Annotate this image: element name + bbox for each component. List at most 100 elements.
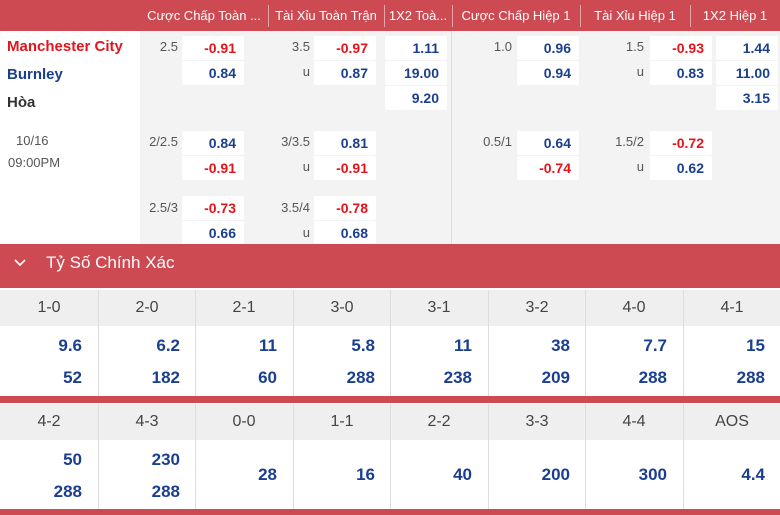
score-odds[interactable]: 288 — [638, 368, 667, 387]
odds-cell[interactable]: 0.62 — [650, 156, 712, 180]
grid-divider — [195, 290, 196, 396]
odds-cell[interactable]: -0.73 — [182, 196, 244, 220]
under-label: u — [302, 225, 310, 240]
odds-cell[interactable]: -0.91 — [314, 156, 376, 180]
grid-divider — [488, 404, 489, 510]
col-header-handicap-h1[interactable]: Cược Chấp Hiệp 1 — [461, 8, 571, 23]
score-odds[interactable]: 7.7 — [643, 336, 667, 355]
odds-cell[interactable]: 0.96 — [517, 36, 579, 60]
score-odds[interactable]: 15 — [746, 336, 765, 355]
score-odds[interactable]: 288 — [53, 482, 82, 501]
score-label: 4-2 — [37, 413, 61, 430]
bottom-bar — [0, 509, 780, 515]
odds-cell[interactable]: 1.11 — [385, 36, 447, 60]
match-date: 10/16 — [16, 133, 49, 148]
score-odds[interactable]: 230 — [151, 450, 180, 469]
odds-cell[interactable]: 0.84 — [182, 61, 244, 85]
col-header-ou-ft[interactable]: Tài Xỉu Toàn Trận — [275, 8, 377, 23]
col-header-handicap-ft[interactable]: Cược Chấp Toàn ... — [147, 8, 261, 23]
odds-cell[interactable]: -0.97 — [314, 36, 376, 60]
grid-divider — [293, 290, 294, 396]
handicap-line: 0.5/1 — [483, 134, 512, 149]
score-odds[interactable]: 182 — [151, 368, 180, 387]
odds-cell[interactable]: 0.68 — [314, 221, 376, 245]
score-label: 2-2 — [427, 413, 451, 430]
under-label: u — [302, 159, 310, 174]
grid-divider — [293, 404, 294, 510]
chevron-down-icon[interactable] — [12, 254, 28, 275]
odds-cell[interactable]: 0.83 — [650, 61, 712, 85]
odds-cell[interactable]: 0.94 — [517, 61, 579, 85]
header-divider — [384, 5, 385, 27]
home-team-name: Manchester City — [7, 38, 123, 55]
col-header-ou-h1[interactable]: Tài Xỉu Hiệp 1 — [594, 8, 676, 23]
col-header-1x2-h1[interactable]: 1X2 Hiệp 1 — [702, 8, 768, 23]
odds-cell[interactable]: -0.93 — [650, 36, 712, 60]
score-label: 2-0 — [135, 299, 159, 316]
odds-cell[interactable]: -0.91 — [182, 156, 244, 180]
score-label: 3-3 — [525, 413, 549, 430]
odds-cell[interactable]: 9.20 — [385, 86, 447, 110]
under-label: u — [636, 159, 644, 174]
grid-divider — [585, 290, 586, 396]
odds-cell[interactable]: 3.15 — [716, 86, 778, 110]
score-odds[interactable]: 9.6 — [58, 336, 82, 355]
odds-cell[interactable]: 0.81 — [314, 131, 376, 155]
odds-cell[interactable]: -0.78 — [314, 196, 376, 220]
grid-divider — [195, 404, 196, 510]
score-label: 1-1 — [330, 413, 354, 430]
score-odds[interactable]: 52 — [63, 368, 82, 387]
odds-cell[interactable]: -0.72 — [650, 131, 712, 155]
header-divider — [580, 5, 581, 27]
grid-divider — [488, 290, 489, 396]
grid-divider — [98, 404, 99, 510]
odds-cell[interactable]: 19.00 — [385, 61, 447, 85]
score-odds[interactable]: 60 — [258, 368, 277, 387]
odds-cell[interactable]: 0.66 — [182, 221, 244, 245]
correct-score-header[interactable]: Tỷ Số Chính Xác — [0, 244, 780, 288]
odds-cell[interactable]: 0.84 — [182, 131, 244, 155]
score-odds[interactable]: 238 — [443, 368, 472, 387]
score-odds[interactable]: 16 — [356, 465, 375, 484]
score-odds[interactable]: 5.8 — [351, 336, 375, 355]
score-odds[interactable]: 300 — [638, 465, 667, 484]
draw-label: Hòa — [7, 94, 36, 111]
score-odds[interactable]: 28 — [258, 465, 277, 484]
score-label: 2-1 — [232, 299, 256, 316]
score-odds[interactable]: 288 — [346, 368, 375, 387]
match-time: 09:00PM — [8, 155, 61, 170]
col-header-1x2-ft[interactable]: 1X2 Toà... — [388, 8, 448, 23]
score-odds[interactable]: 40 — [453, 465, 472, 484]
grid-gap-bar — [0, 396, 780, 403]
score-odds[interactable]: 50 — [63, 450, 82, 469]
half-divider — [451, 31, 452, 244]
grid-divider — [585, 404, 586, 510]
score-odds[interactable]: 288 — [151, 482, 180, 501]
score-odds[interactable]: 38 — [551, 336, 570, 355]
under-label: u — [302, 64, 310, 79]
score-odds[interactable]: 11 — [259, 336, 277, 355]
score-odds[interactable]: 4.4 — [741, 465, 765, 484]
score-odds[interactable]: 6.2 — [156, 336, 180, 355]
odds-cell[interactable]: 1.44 — [716, 36, 778, 60]
score-odds[interactable]: 209 — [541, 368, 570, 387]
odds-cell[interactable]: 0.64 — [517, 131, 579, 155]
odds-cell[interactable]: -0.91 — [182, 36, 244, 60]
odds-header-bar: Cược Chấp Toàn ... Tài Xỉu Toàn Trận 1X2… — [0, 0, 780, 31]
grid-divider — [98, 290, 99, 396]
score-label: 4-0 — [622, 299, 646, 316]
score-odds[interactable]: 11 — [454, 336, 472, 355]
odds-cell[interactable]: -0.74 — [517, 156, 579, 180]
odds-cell[interactable]: 11.00 — [716, 61, 778, 85]
grid-divider — [683, 404, 684, 510]
odds-cell[interactable]: 0.87 — [314, 61, 376, 85]
score-odds[interactable]: 200 — [541, 465, 570, 484]
score-odds[interactable]: 288 — [736, 368, 765, 387]
score-label: 3-2 — [525, 299, 549, 316]
header-divider — [268, 5, 269, 27]
score-label: 4-1 — [720, 299, 744, 316]
total-line: 3.5 — [291, 39, 310, 54]
handicap-line: 2/2.5 — [149, 134, 178, 149]
handicap-line: 1.0 — [493, 39, 512, 54]
grid-divider — [683, 290, 684, 396]
